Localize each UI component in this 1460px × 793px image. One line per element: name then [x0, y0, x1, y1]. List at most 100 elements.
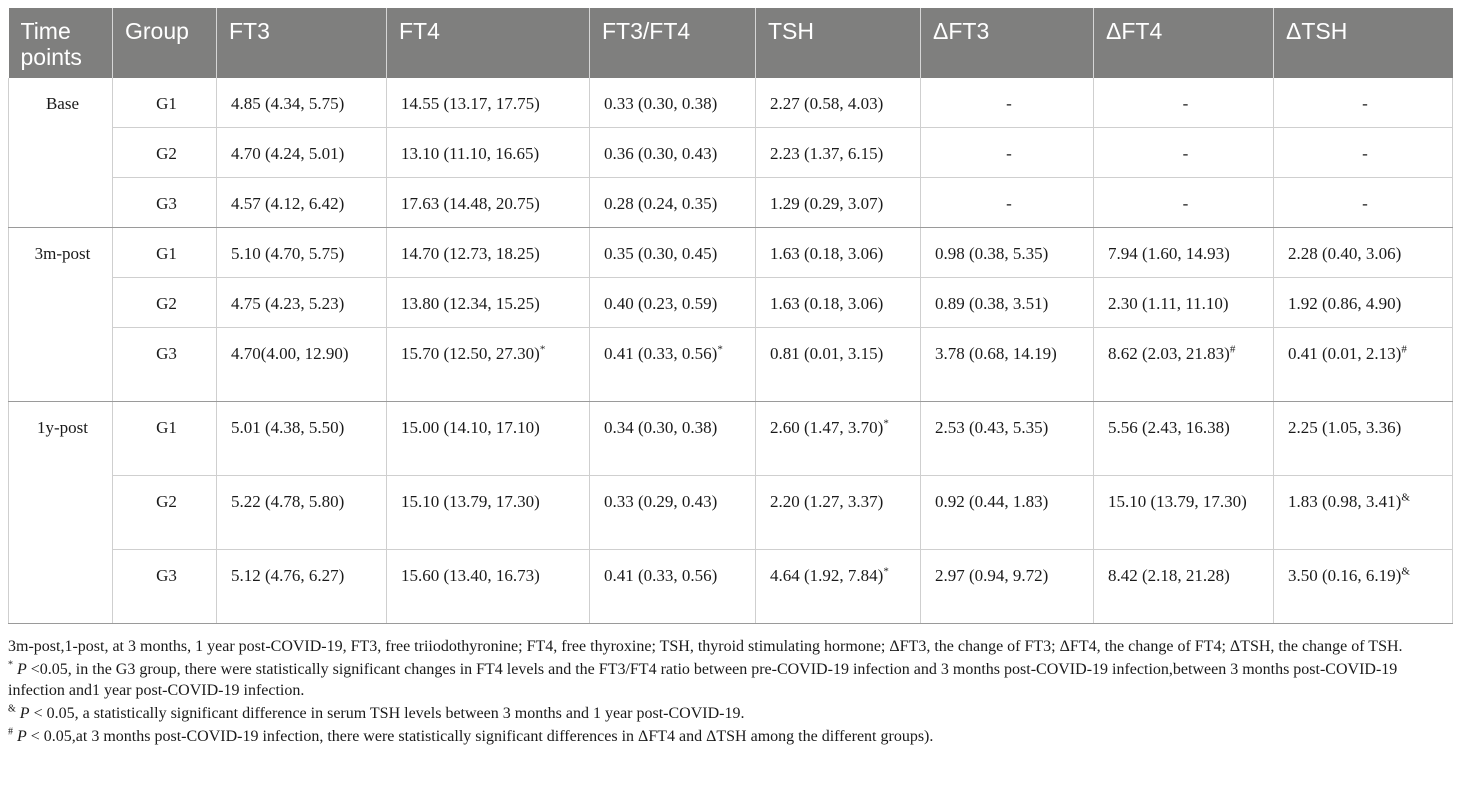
header-time-points: Time points	[8, 8, 113, 78]
cell-delta-tsh: -	[1273, 177, 1453, 228]
cell-tsh: 1.63 (0.18, 3.06)	[755, 227, 921, 278]
cell-ft3: 4.85 (4.34, 5.75)	[216, 78, 387, 128]
cell-tsh: 2.20 (1.27, 3.37)	[755, 475, 921, 550]
table-row: G2 4.75 (4.23, 5.23) 13.80 (12.34, 15.25) 0…	[9, 277, 1453, 328]
cell-group: G1	[112, 401, 217, 476]
cell-delta-tsh: 3.50 (0.16, 6.19)&	[1273, 549, 1453, 624]
cell-group: G3	[112, 327, 217, 402]
cell-ft3-ft4-ratio: 0.33 (0.30, 0.38)	[589, 78, 756, 128]
table-row: Base G1 4.85 (4.34, 5.75) 14.55 (13.17, 17.…	[8, 78, 1453, 228]
cell-delta-ft3: 2.97 (0.94, 9.72)	[920, 549, 1094, 624]
cell-ft4: 13.80 (12.34, 15.25)	[386, 277, 590, 328]
cell-delta-tsh: 2.25 (1.05, 3.36)	[1273, 401, 1453, 476]
cell-ft3-ft4-ratio: 0.36 (0.30, 0.43)	[589, 127, 756, 178]
cell-delta-tsh: 2.28 (0.40, 3.06)	[1273, 227, 1453, 278]
cell-group: G1	[112, 78, 217, 128]
significance-marker: *	[717, 343, 723, 356]
cell-delta-ft4: 15.10 (13.79, 17.30)	[1093, 475, 1274, 550]
cell-tsh: 2.27 (0.58, 4.03)	[755, 78, 921, 128]
header-group: Group	[112, 8, 217, 78]
cell-ft3-ft4-ratio: 0.40 (0.23, 0.59)	[589, 277, 756, 328]
cell-ft4: 14.70 (12.73, 18.25)	[386, 227, 590, 278]
cell-ft3: 4.70(4.00, 12.90)	[216, 327, 387, 402]
cell-delta-tsh: -	[1273, 78, 1453, 128]
thyroid-results-table: Time points Group FT3 FT4 FT3/FT4 TSH ΔF…	[8, 8, 1453, 624]
cell-group: G2	[112, 475, 217, 550]
cell-tsh: 2.60 (1.47, 3.70)*	[755, 401, 921, 476]
cell-delta-ft4: -	[1093, 78, 1274, 128]
cell-ft4: 15.70 (12.50, 27.30)*	[386, 327, 590, 402]
footnote-star-p: P	[17, 661, 27, 678]
cell-tsh: 1.63 (0.18, 3.06)	[755, 277, 921, 328]
cell-delta-tsh: 1.92 (0.86, 4.90)	[1273, 277, 1453, 328]
cell-delta-ft3: 3.78 (0.68, 14.19)	[920, 327, 1094, 402]
cell-ft3: 4.57 (4.12, 6.42)	[216, 177, 387, 228]
cell-ft3-ft4-ratio: 0.34 (0.30, 0.38)	[589, 401, 756, 476]
significance-marker: *	[883, 417, 889, 430]
table-row: 1y-post G1 5.01 (4.38, 5.50) 15.00 (14.10, …	[8, 401, 1453, 624]
header-delta-ft4: ΔFT4	[1093, 8, 1274, 78]
significance-marker: &	[1401, 565, 1410, 578]
footnote-hash: # P < 0.05,at 3 months post-COVID-19 inf…	[8, 726, 1452, 747]
cell-delta-tsh: -	[1273, 127, 1453, 178]
cell-time-point: 1y-post	[8, 401, 113, 624]
cell-delta-tsh: 1.83 (0.98, 3.41)&	[1273, 475, 1453, 550]
cell-ft3: 5.12 (4.76, 6.27)	[216, 549, 387, 624]
cell-delta-ft3: -	[920, 127, 1094, 178]
cell-delta-ft4: -	[1093, 127, 1274, 178]
table-row: G2 5.22 (4.78, 5.80) 15.10 (13.79, 17.30) 0…	[9, 475, 1453, 550]
cell-ft3-ft4-ratio: 0.28 (0.24, 0.35)	[589, 177, 756, 228]
footnote-ampersand: & P < 0.05, a statistically significant …	[8, 703, 1452, 724]
table-row: G3 5.12 (4.76, 6.27) 15.60 (13.40, 16.73) 0…	[9, 549, 1453, 624]
header-delta-ft3: ΔFT3	[920, 8, 1094, 78]
cell-ft3-ft4-ratio: 0.35 (0.30, 0.45)	[589, 227, 756, 278]
footnote-hash-marker: #	[8, 726, 13, 738]
table-footnotes: 3m-post,1-post, at 3 months, 1 year post…	[8, 636, 1452, 749]
table-body: Base G1 4.85 (4.34, 5.75) 14.55 (13.17, 17.…	[8, 78, 1453, 624]
cell-delta-ft4: -	[1093, 177, 1274, 228]
cell-time-point: Base	[8, 78, 113, 228]
footnote-hash-text: < 0.05,at 3 months post-COVID-19 infecti…	[26, 728, 934, 745]
footnote-hash-p: P	[17, 728, 27, 745]
cell-delta-ft4: 8.62 (2.03, 21.83)#	[1093, 327, 1274, 402]
cell-tsh: 0.81 (0.01, 3.15)	[755, 327, 921, 402]
cell-ft4: 14.55 (13.17, 17.75)	[386, 78, 590, 128]
cell-ft3-ft4-ratio: 0.41 (0.33, 0.56)*	[589, 327, 756, 402]
cell-ft4: 17.63 (14.48, 20.75)	[386, 177, 590, 228]
cell-ft4: 13.10 (11.10, 16.65)	[386, 127, 590, 178]
cell-delta-ft3: -	[920, 78, 1094, 128]
footnote-star: * P <0.05, in the G3 group, there were s…	[8, 659, 1452, 701]
cell-tsh: 1.29 (0.29, 3.07)	[755, 177, 921, 228]
cell-delta-tsh: 0.41 (0.01, 2.13)#	[1273, 327, 1453, 402]
significance-marker: #	[1401, 343, 1407, 356]
cell-time-point: 3m-post	[8, 227, 113, 402]
header-tsh: TSH	[755, 8, 921, 78]
cell-ft3-ft4-ratio: 0.33 (0.29, 0.43)	[589, 475, 756, 550]
footnote-star-marker: *	[8, 659, 13, 671]
cell-ft4: 15.00 (14.10, 17.10)	[386, 401, 590, 476]
cell-ft3: 5.22 (4.78, 5.80)	[216, 475, 387, 550]
footnote-ampersand-marker: &	[8, 703, 16, 715]
footnote-ampersand-text: < 0.05, a statistically significant diff…	[29, 705, 745, 722]
cell-tsh: 4.64 (1.92, 7.84)*	[755, 549, 921, 624]
significance-marker: *	[883, 565, 889, 578]
cell-ft3: 4.70 (4.24, 5.01)	[216, 127, 387, 178]
cell-delta-ft3: 2.53 (0.43, 5.35)	[920, 401, 1094, 476]
table-header-row: Time points Group FT3 FT4 FT3/FT4 TSH ΔF…	[8, 8, 1453, 78]
footnote-ampersand-p: P	[19, 705, 30, 722]
header-ft3: FT3	[216, 8, 387, 78]
cell-ft4: 15.60 (13.40, 16.73)	[386, 549, 590, 624]
cell-delta-ft3: 0.89 (0.38, 3.51)	[920, 277, 1094, 328]
table-row: 3m-post G1 5.10 (4.70, 5.75) 14.70 (12.73, …	[8, 227, 1453, 402]
significance-marker: &	[1401, 491, 1410, 504]
cell-ft4: 15.10 (13.79, 17.30)	[386, 475, 590, 550]
significance-marker: #	[1229, 343, 1236, 356]
table-row: G2 4.70 (4.24, 5.01) 13.10 (11.10, 16.65) 0…	[9, 127, 1453, 178]
significance-marker: *	[539, 343, 546, 356]
cell-delta-ft4: 7.94 (1.60, 14.93)	[1093, 227, 1274, 278]
footnote-abbreviations: 3m-post,1-post, at 3 months, 1 year post…	[8, 638, 1403, 655]
cell-tsh: 2.23 (1.37, 6.15)	[755, 127, 921, 178]
cell-delta-ft3: 0.92 (0.44, 1.83)	[920, 475, 1094, 550]
header-ft3-ft4-ratio: FT3/FT4	[589, 8, 756, 78]
results-table-container: Time points Group FT3 FT4 FT3/FT4 TSH ΔF…	[8, 8, 1453, 624]
